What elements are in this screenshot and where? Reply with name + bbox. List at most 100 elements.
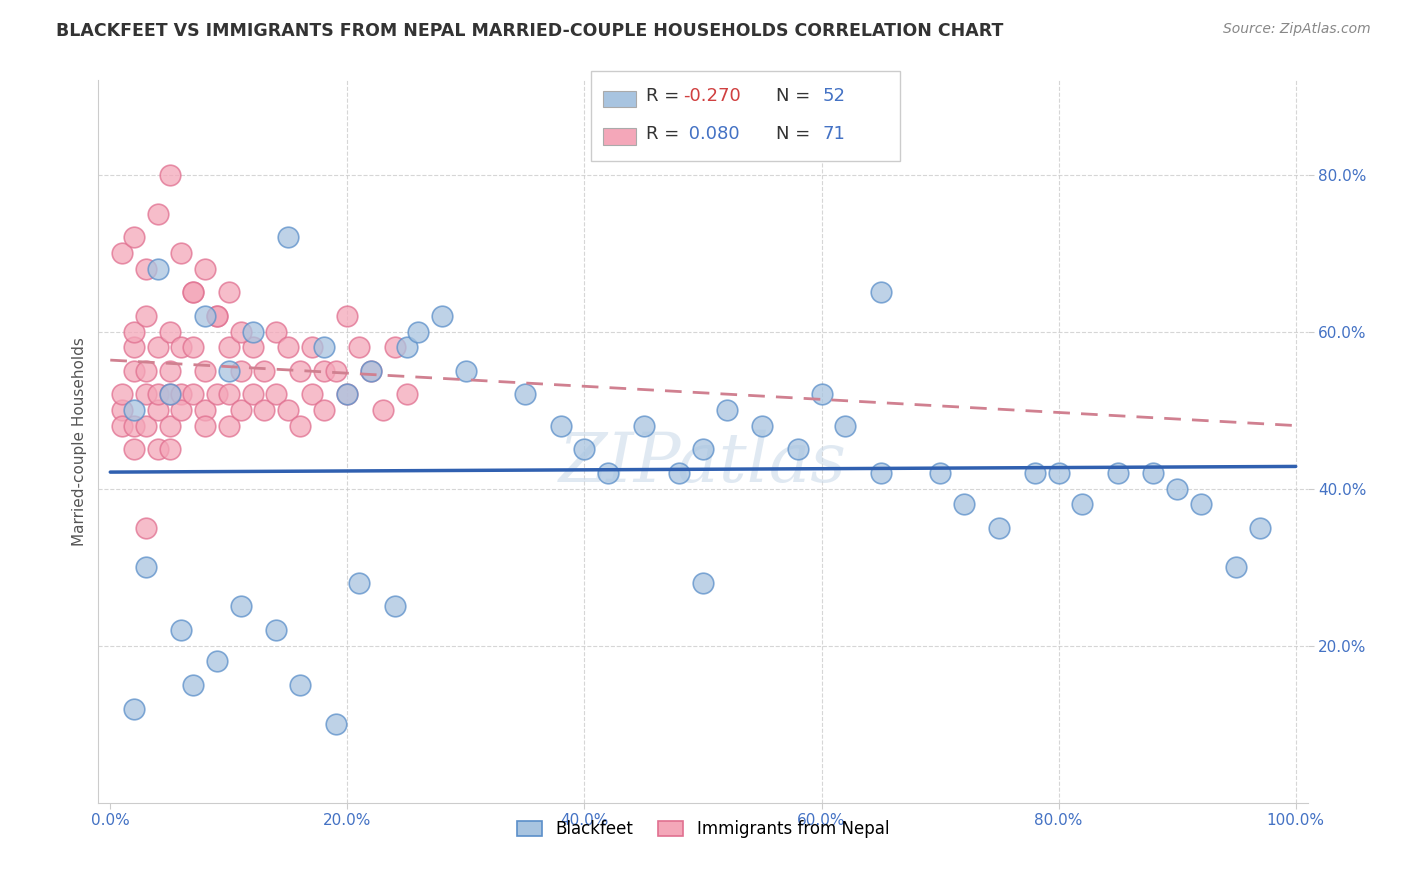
Point [432,309,454,323]
Point [218,364,240,378]
Point [135,521,157,535]
Point [301,340,323,354]
Point [135,418,157,433]
Legend: Blackfeet, Immigrants from Nepal: Blackfeet, Immigrants from Nepal [510,814,896,845]
Point [135,364,157,378]
Point [122,230,145,244]
Point [122,442,145,457]
Point [229,403,252,417]
Point [122,340,145,354]
Point [170,246,193,260]
Point [692,575,714,590]
Point [146,207,169,221]
Point [360,364,382,378]
FancyBboxPatch shape [603,91,637,107]
Point [312,340,335,354]
Point [336,387,359,401]
Point [135,560,157,574]
Text: N =: N = [776,125,815,143]
Point [1225,560,1247,574]
Point [988,521,1011,535]
Point [218,285,240,300]
Point [301,387,323,401]
Text: -0.270: -0.270 [683,87,741,105]
Point [159,364,181,378]
Point [264,387,287,401]
Point [1024,466,1046,480]
Point [159,442,181,457]
Point [135,309,157,323]
Point [122,403,145,417]
Point [181,340,204,354]
Point [751,418,773,433]
Point [181,285,204,300]
Text: 52: 52 [823,87,845,105]
Point [869,285,891,300]
Text: 71: 71 [823,125,845,143]
Point [550,418,572,433]
Point [277,403,299,417]
Point [288,364,311,378]
Point [288,678,311,692]
Point [205,387,228,401]
Point [159,387,181,401]
Point [229,325,252,339]
Point [194,261,217,276]
Point [1071,497,1094,511]
Point [111,246,134,260]
Point [194,309,217,323]
Point [159,325,181,339]
Point [229,599,252,614]
Point [242,387,264,401]
Point [395,340,418,354]
Point [1189,497,1212,511]
Point [264,623,287,637]
Point [312,364,335,378]
Point [111,418,134,433]
Point [598,466,620,480]
Point [194,403,217,417]
Point [111,403,134,417]
Point [384,599,406,614]
Point [170,403,193,417]
Text: Source: ZipAtlas.com: Source: ZipAtlas.com [1223,22,1371,37]
Point [229,364,252,378]
Text: R =: R = [647,87,685,105]
Point [181,678,204,692]
Point [122,325,145,339]
Point [325,717,347,731]
Point [159,387,181,401]
Point [242,325,264,339]
Point [360,364,382,378]
Point [1142,466,1164,480]
Point [122,701,145,715]
Point [146,387,169,401]
Point [454,364,477,378]
Text: BLACKFEET VS IMMIGRANTS FROM NEPAL MARRIED-COUPLE HOUSEHOLDS CORRELATION CHART: BLACKFEET VS IMMIGRANTS FROM NEPAL MARRI… [56,22,1004,40]
Point [122,418,145,433]
Point [288,418,311,433]
FancyBboxPatch shape [591,71,900,161]
Point [218,387,240,401]
Point [312,403,335,417]
Point [834,418,856,433]
Point [929,466,952,480]
Point [1047,466,1070,480]
FancyBboxPatch shape [603,128,637,145]
Text: N =: N = [776,87,815,105]
Point [347,575,370,590]
Point [181,285,204,300]
Point [395,387,418,401]
Point [205,655,228,669]
Point [205,309,228,323]
Point [122,364,145,378]
Point [170,623,193,637]
Text: ZIPatlas: ZIPatlas [560,430,846,497]
Point [408,325,430,339]
Point [159,418,181,433]
Point [194,364,217,378]
Point [253,403,276,417]
Text: R =: R = [647,125,685,143]
Point [146,403,169,417]
Text: 0.080: 0.080 [683,125,740,143]
